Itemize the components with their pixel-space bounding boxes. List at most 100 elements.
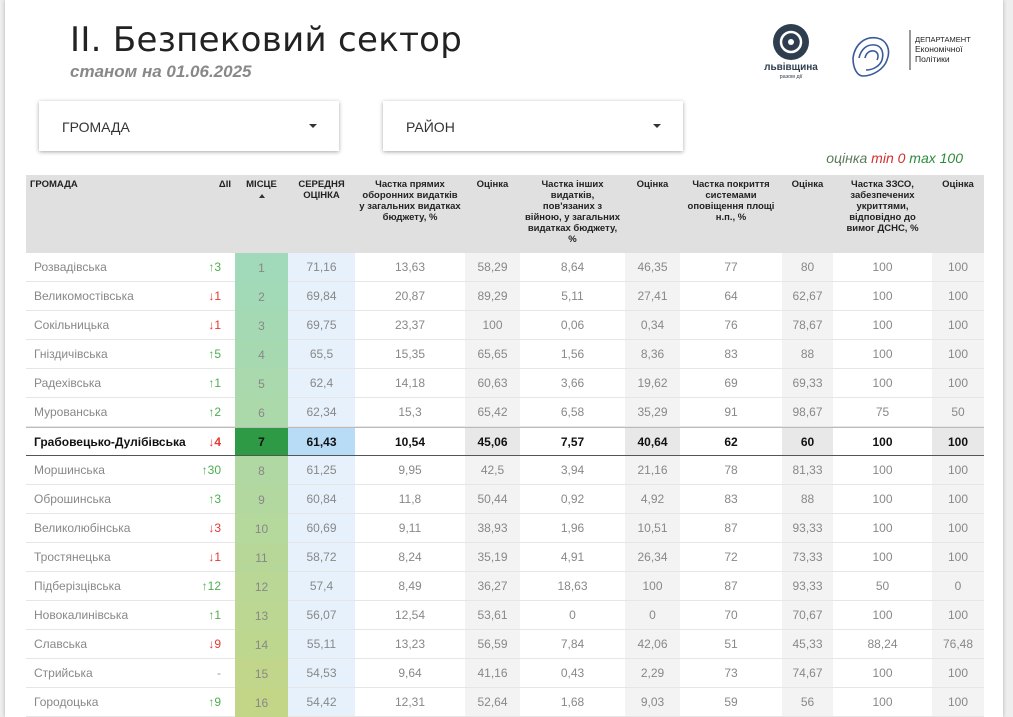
column-header[interactable]: Оцінка [932, 175, 984, 253]
column-header[interactable]: ΔII [195, 175, 235, 253]
table-cell: 83 [680, 485, 782, 514]
table-cell: 100 [833, 543, 932, 572]
table-cell: 77 [680, 253, 782, 282]
table-cell: 100 [833, 601, 932, 630]
table-cell: 0 [625, 601, 680, 630]
table-cell: 100 [833, 514, 932, 543]
table-cell: 4,91 [520, 543, 625, 572]
column-header[interactable]: Частка прямих оборонних видатків у загал… [355, 175, 465, 253]
table-cell: 78,67 [782, 311, 833, 340]
table-cell: 1,68 [520, 688, 625, 717]
table-cell: 100 [833, 253, 932, 282]
table-cell: 69,84 [288, 282, 355, 311]
table-cell: 58,72 [288, 543, 355, 572]
table-cell: 9 [235, 485, 288, 514]
table-cell: 100 [625, 572, 680, 601]
table-cell: 100 [833, 282, 932, 311]
table-cell: 88,24 [833, 630, 932, 659]
column-header[interactable]: МІСЦЕ [235, 175, 288, 253]
table-cell: 100 [932, 514, 984, 543]
table-cell: 73 [680, 659, 782, 688]
table-cell: 14,18 [355, 369, 465, 398]
table-cell: 9,95 [355, 456, 465, 485]
filter-dropdown[interactable]: ГРОМАДА [39, 101, 339, 151]
table-cell: 98,67 [782, 398, 833, 427]
table-cell: 51 [680, 630, 782, 659]
table-cell: 59 [680, 688, 782, 717]
table-cell: 6,58 [520, 398, 625, 427]
table-cell: 7,57 [520, 427, 625, 456]
table-cell: 27,41 [625, 282, 680, 311]
table-cell: ↑3 [195, 253, 235, 282]
filter-dropdown[interactable]: РАЙОН [383, 101, 683, 151]
table-cell: 6 [235, 398, 288, 427]
row-name: Славська [26, 630, 195, 659]
column-header[interactable]: Оцінка [465, 175, 520, 253]
table-cell: 100 [932, 427, 984, 456]
table-cell: 76,48 [932, 630, 984, 659]
row-name: Радехівська [26, 369, 195, 398]
table-cell: 0,06 [520, 311, 625, 340]
table-cell: 8,64 [520, 253, 625, 282]
table-cell: 100 [932, 253, 984, 282]
column-header[interactable]: ГРОМАДА [26, 175, 195, 253]
table-cell: ↑1 [195, 369, 235, 398]
column-header[interactable]: Частка інших видатків, пов'язаних з війн… [520, 175, 625, 253]
table-cell: 1,56 [520, 340, 625, 369]
table-cell: 100 [932, 311, 984, 340]
table-cell: 9,11 [355, 514, 465, 543]
table-cell: 78 [680, 456, 782, 485]
table-cell: 35,29 [625, 398, 680, 427]
table-cell: 100 [932, 369, 984, 398]
table-cell: ↑30 [195, 456, 235, 485]
table-cell: 62,4 [288, 369, 355, 398]
table-cell: 38,93 [465, 514, 520, 543]
table-cell: 87 [680, 572, 782, 601]
table-cell: 100 [932, 456, 984, 485]
table-cell: 100 [833, 688, 932, 717]
row-name: Моршинська [26, 456, 195, 485]
table-cell: 40,64 [625, 427, 680, 456]
table-cell: 36,27 [465, 572, 520, 601]
table-cell: ↑12 [195, 572, 235, 601]
filter-label: ГРОМАДА [62, 119, 130, 135]
table-cell: 5,11 [520, 282, 625, 311]
table-cell: - [195, 659, 235, 688]
table-cell: 89,29 [465, 282, 520, 311]
table-cell: 7 [235, 427, 288, 456]
table-cell: ↓1 [195, 543, 235, 572]
row-name: Городоцька [26, 688, 195, 717]
column-header[interactable]: СЕРЕДНЯ ОЦІНКА [288, 175, 355, 253]
column-header[interactable]: Оцінка [625, 175, 680, 253]
table-cell: 100 [833, 659, 932, 688]
table-cell: 5 [235, 369, 288, 398]
column-header[interactable]: Частка покриття системами оповіщення пло… [680, 175, 782, 253]
table-cell: 100 [932, 601, 984, 630]
table-cell: 21,16 [625, 456, 680, 485]
table-cell: ↓4 [195, 427, 235, 456]
table-cell: 87 [680, 514, 782, 543]
row-name: Розвадівська [26, 253, 195, 282]
table-cell: 65,42 [465, 398, 520, 427]
column-header[interactable]: Частка ЗЗСО, забезпечених укриттями, від… [833, 175, 932, 253]
table-cell: 11,8 [355, 485, 465, 514]
table-cell: 26,34 [625, 543, 680, 572]
table-cell: ↑3 [195, 485, 235, 514]
table-cell: 100 [833, 427, 932, 456]
table-cell: ↑2 [195, 398, 235, 427]
table-cell: 60,84 [288, 485, 355, 514]
table-cell: 10 [235, 514, 288, 543]
logo-dept: ДЕПАРТАМЕНТ [915, 35, 971, 44]
table-cell: 2,29 [625, 659, 680, 688]
row-name: Великолюбінська [26, 514, 195, 543]
table-cell: 12,31 [355, 688, 465, 717]
table-cell: 83 [680, 340, 782, 369]
row-name: Мурованська [26, 398, 195, 427]
table-cell: 4 [235, 340, 288, 369]
filter-label: РАЙОН [406, 119, 455, 135]
table-cell: 46,35 [625, 253, 680, 282]
table-cell: 42,06 [625, 630, 680, 659]
column-header[interactable]: Оцінка [782, 175, 833, 253]
table-cell: 23,37 [355, 311, 465, 340]
table-cell: 64 [680, 282, 782, 311]
